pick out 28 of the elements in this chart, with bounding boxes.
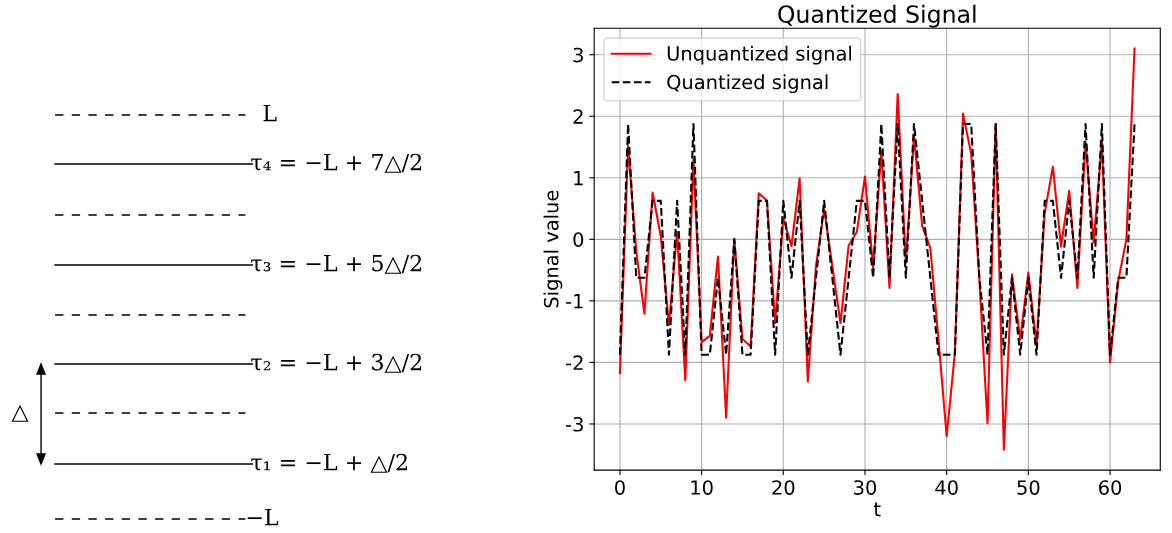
text: △ <box>11 404 29 422</box>
line-series <box>618 122 1136 356</box>
text: L <box>263 104 277 122</box>
x-tick-label: 10 <box>691 480 713 495</box>
y-tick-label: 3 <box>573 47 583 63</box>
x-axis-title: t <box>873 502 881 517</box>
y-tick-label: -2 <box>566 355 583 370</box>
text: τ₁ = −L + △/2 <box>251 453 407 473</box>
x-tick-label: 40 <box>935 480 958 495</box>
text: τ₄ = −L + 7△/2 <box>251 153 422 173</box>
legend-label: Unquantized signal <box>667 45 852 65</box>
text: −L <box>247 508 279 526</box>
text: τ₂ = −L + 3△/2 <box>251 353 422 373</box>
y-tick-label: -1 <box>566 294 583 309</box>
x-tick-label: 50 <box>1017 480 1040 495</box>
y-tick-label: 0 <box>573 232 584 247</box>
x-tick-label: 30 <box>854 480 877 495</box>
x-tick-label: 20 <box>772 480 795 495</box>
legend-label: Quantized signal <box>667 74 828 94</box>
y-tick-label: 2 <box>573 109 583 124</box>
y-tick-label: -3 <box>566 416 583 432</box>
y-tick-label: 1 <box>574 171 583 186</box>
y-axis-title: Signal value <box>543 190 563 308</box>
chart-title: Quantized Signal <box>778 4 976 28</box>
text: τ₃ = −L + 5△/2 <box>251 254 422 274</box>
x-tick-label: 0 <box>615 480 625 495</box>
line-series <box>618 47 1136 451</box>
x-tick-label: 60 <box>1099 480 1122 495</box>
